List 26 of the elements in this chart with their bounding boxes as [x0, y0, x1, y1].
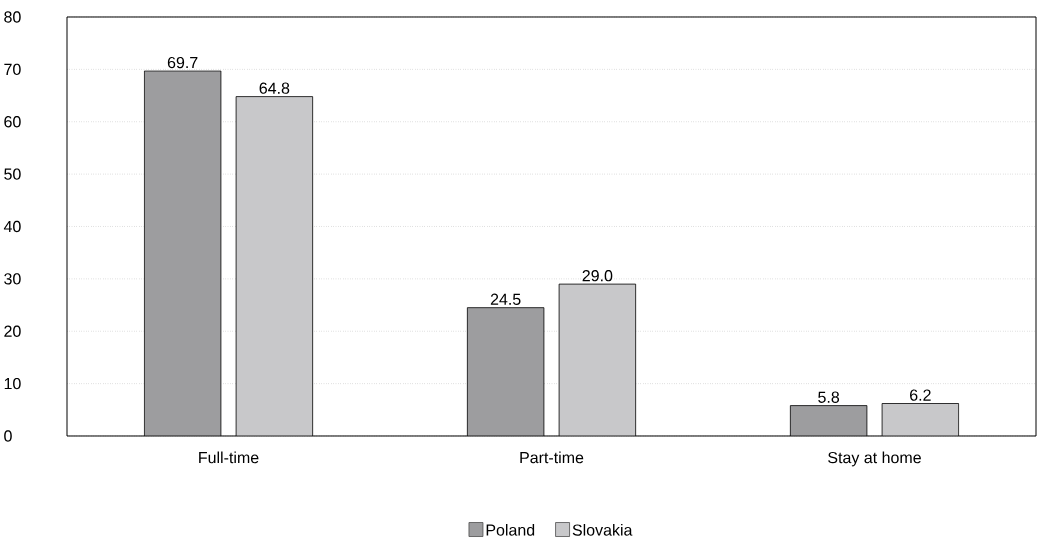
bar	[235, 96, 314, 436]
data-label: 6.2	[910, 389, 931, 401]
data-label: 64.8	[259, 82, 290, 94]
y-tick-label: 0	[4, 430, 12, 442]
y-tick-label: 50	[4, 168, 21, 180]
data-label: 29.0	[582, 270, 613, 282]
data-label: 69.7	[167, 56, 198, 69]
bar	[558, 283, 637, 436]
data-label: 24.5	[490, 293, 521, 305]
y-tick-label: 30	[4, 273, 21, 285]
y-tick-label: 20	[4, 325, 21, 337]
legend-label: Slovakia	[572, 523, 633, 536]
x-tick-label: Full-time	[199, 451, 259, 464]
x-tick-label: Part-time	[520, 451, 584, 464]
legend-label: Poland	[486, 523, 535, 536]
bar	[881, 403, 960, 436]
y-tick-label: 80	[4, 11, 21, 23]
y-tick-label: 60	[4, 116, 21, 128]
bar	[466, 307, 545, 436]
bar	[143, 70, 222, 436]
y-tick-label: 40	[3, 220, 21, 233]
bar	[789, 405, 868, 436]
data-label: 5.8	[818, 391, 840, 403]
y-tick-label: 70	[4, 63, 21, 76]
y-tick-label: 10	[4, 377, 21, 390]
x-tick-label: Stay at home	[828, 451, 921, 467]
